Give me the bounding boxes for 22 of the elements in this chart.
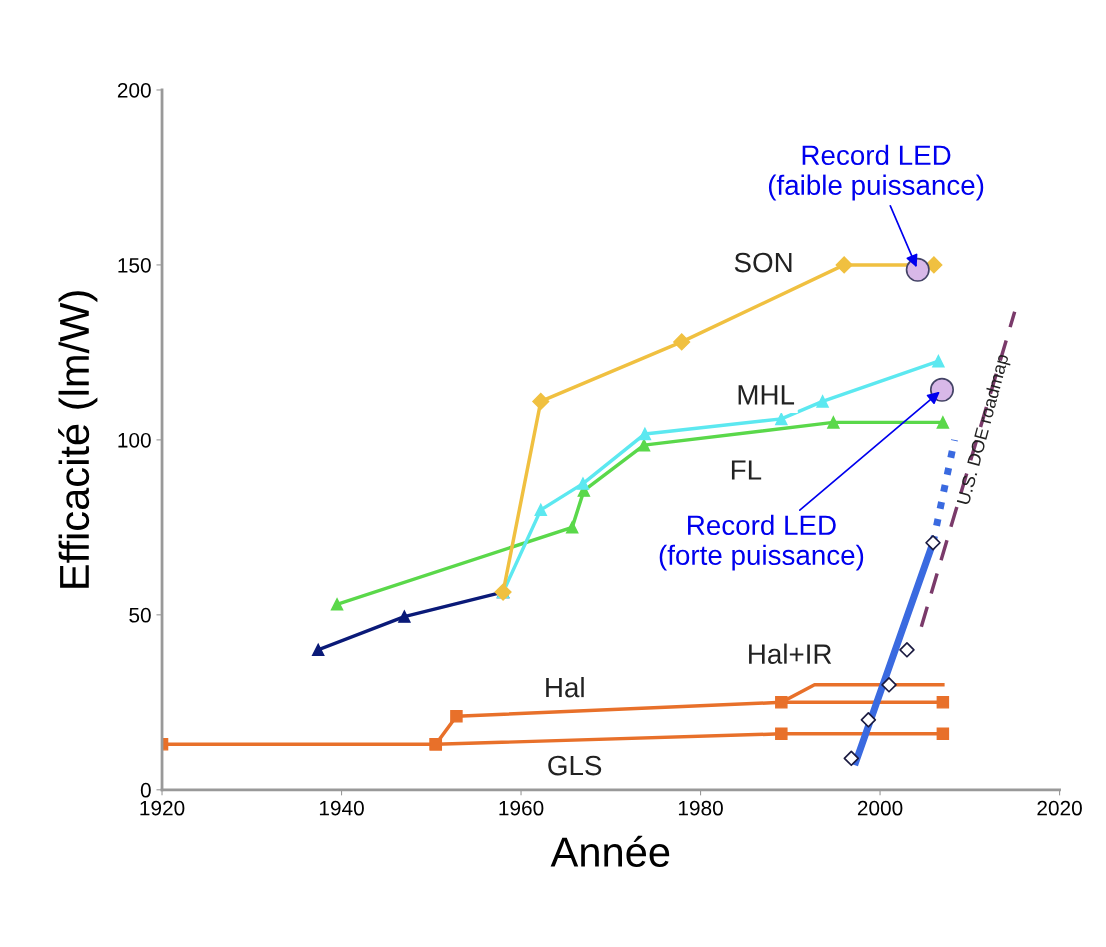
x-tick-label: 1940 xyxy=(319,800,364,816)
series-label: Hal+IR xyxy=(749,643,832,664)
series-label: Hal xyxy=(546,676,584,698)
annotation: Record LED (forte puissance) xyxy=(659,514,864,571)
y-tick-label: 50 xyxy=(129,607,151,623)
x-tick-label: 1960 xyxy=(499,800,544,816)
x-tick-label: 2000 xyxy=(857,800,903,816)
series-label: MHL xyxy=(738,385,795,405)
y-tick-label: 0 xyxy=(140,782,151,798)
y-tick-label: 150 xyxy=(118,257,151,273)
series-label: FL xyxy=(731,460,762,480)
x-tick-label: 2020 xyxy=(1037,800,1082,816)
series-label: SON xyxy=(734,252,792,273)
annotation: Record LED (faible puissance) xyxy=(768,144,984,201)
x-axis-title: Année xyxy=(550,835,670,867)
text: U.S. DOE roadmap xyxy=(956,353,1013,506)
x-tick-label: 1980 xyxy=(678,800,723,816)
y-tick-label: 100 xyxy=(118,432,151,448)
x-tick-label: 1920 xyxy=(140,800,185,816)
series-label: GLS xyxy=(548,755,602,776)
y-tick-label: 200 xyxy=(117,82,151,98)
y-axis-title: Efficacité (lm/W) xyxy=(58,291,98,588)
